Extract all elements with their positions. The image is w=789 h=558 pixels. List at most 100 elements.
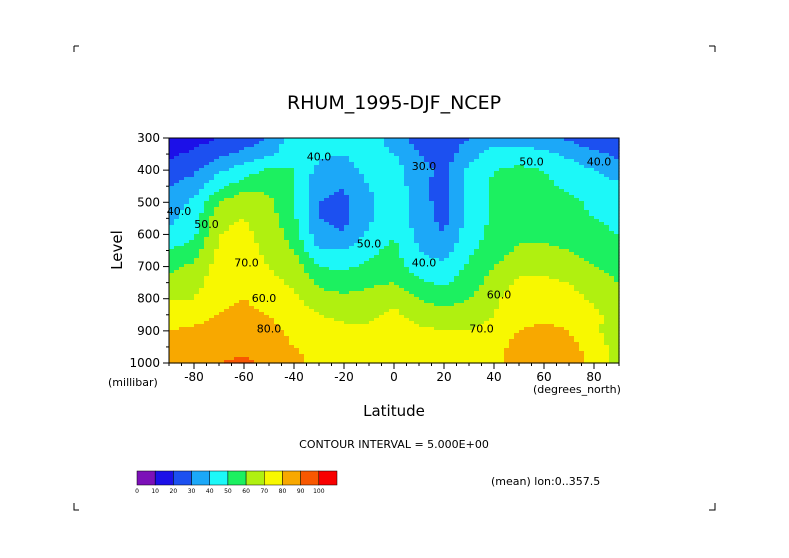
field-cell — [384, 177, 390, 181]
field-cell — [484, 234, 490, 238]
field-cell — [474, 222, 480, 226]
field-cell — [304, 249, 310, 253]
field-cell — [524, 267, 530, 271]
field-cell — [554, 207, 560, 211]
field-cell — [549, 231, 555, 235]
field-cell — [419, 231, 425, 235]
field-cell — [529, 180, 535, 184]
field-cell — [319, 174, 325, 178]
field-cell — [229, 177, 235, 181]
field-cell — [264, 171, 270, 175]
field-cell — [394, 159, 400, 163]
field-cell — [474, 177, 480, 181]
field-cell — [564, 207, 570, 211]
field-cell — [454, 267, 460, 271]
field-cell — [249, 207, 255, 211]
field-cell — [329, 279, 335, 283]
field-cell — [419, 156, 425, 160]
field-cell — [584, 192, 590, 196]
field-cell — [364, 198, 370, 202]
field-cell — [614, 153, 620, 157]
field-cell — [199, 171, 205, 175]
field-cell — [214, 159, 220, 163]
field-cell — [184, 192, 190, 196]
field-cell — [234, 264, 240, 268]
field-cell — [574, 270, 580, 274]
field-cell — [264, 165, 270, 169]
field-cell — [539, 150, 545, 154]
field-cell — [359, 156, 365, 160]
field-cell — [209, 246, 215, 250]
field-cell — [609, 267, 615, 271]
field-cell — [249, 300, 255, 304]
field-cell — [314, 189, 320, 193]
field-cell — [309, 285, 315, 289]
field-cell — [369, 138, 375, 142]
field-cell — [539, 237, 545, 241]
field-cell — [529, 207, 535, 211]
field-cell — [589, 228, 595, 232]
field-cell — [254, 279, 260, 283]
field-cell — [374, 294, 380, 298]
field-cell — [514, 210, 520, 214]
field-cell — [244, 201, 250, 205]
field-cell — [209, 171, 215, 175]
field-cell — [364, 177, 370, 181]
field-cell — [244, 162, 250, 166]
field-cell — [384, 273, 390, 277]
field-cell — [574, 288, 580, 292]
field-cell — [614, 213, 620, 217]
field-cell — [264, 222, 270, 226]
field-cell — [249, 153, 255, 157]
field-cell — [509, 237, 515, 241]
field-cell — [554, 291, 560, 295]
field-cell — [464, 243, 470, 247]
field-cell — [394, 213, 400, 217]
field-cell — [419, 222, 425, 226]
field-cell — [609, 195, 615, 199]
field-cell — [329, 207, 335, 211]
field-cell — [559, 300, 565, 304]
field-cell — [209, 270, 215, 274]
field-cell — [529, 162, 535, 166]
field-cell — [394, 177, 400, 181]
field-cell — [289, 216, 295, 220]
field-cell — [339, 207, 345, 211]
field-cell — [409, 207, 415, 211]
field-cell — [599, 297, 605, 301]
field-cell — [434, 213, 440, 217]
field-cell — [519, 198, 525, 202]
field-cell — [609, 147, 615, 151]
field-cell — [504, 273, 510, 277]
field-cell — [384, 207, 390, 211]
field-cell — [574, 258, 580, 262]
field-cell — [244, 237, 250, 241]
field-cell — [304, 174, 310, 178]
field-cell — [449, 225, 455, 229]
field-cell — [359, 264, 365, 268]
field-cell — [454, 168, 460, 172]
field-cell — [239, 198, 245, 202]
field-cell — [584, 189, 590, 193]
field-cell — [249, 162, 255, 166]
field-cell — [284, 138, 290, 142]
field-cell — [414, 168, 420, 172]
field-cell — [214, 276, 220, 280]
field-cell — [189, 291, 195, 295]
field-cell — [479, 258, 485, 262]
field-cell — [334, 222, 340, 226]
field-cell — [319, 240, 325, 244]
field-cell — [559, 252, 565, 256]
field-cell — [209, 252, 215, 256]
field-cell — [224, 150, 230, 154]
field-cell — [204, 210, 210, 214]
field-cell — [169, 141, 175, 145]
field-cell — [559, 162, 565, 166]
field-cell — [234, 210, 240, 214]
field-cell — [549, 249, 555, 253]
field-cell — [319, 264, 325, 268]
field-cell — [484, 264, 490, 268]
field-cell — [249, 183, 255, 187]
field-cell — [229, 216, 235, 220]
field-cell — [169, 216, 175, 220]
